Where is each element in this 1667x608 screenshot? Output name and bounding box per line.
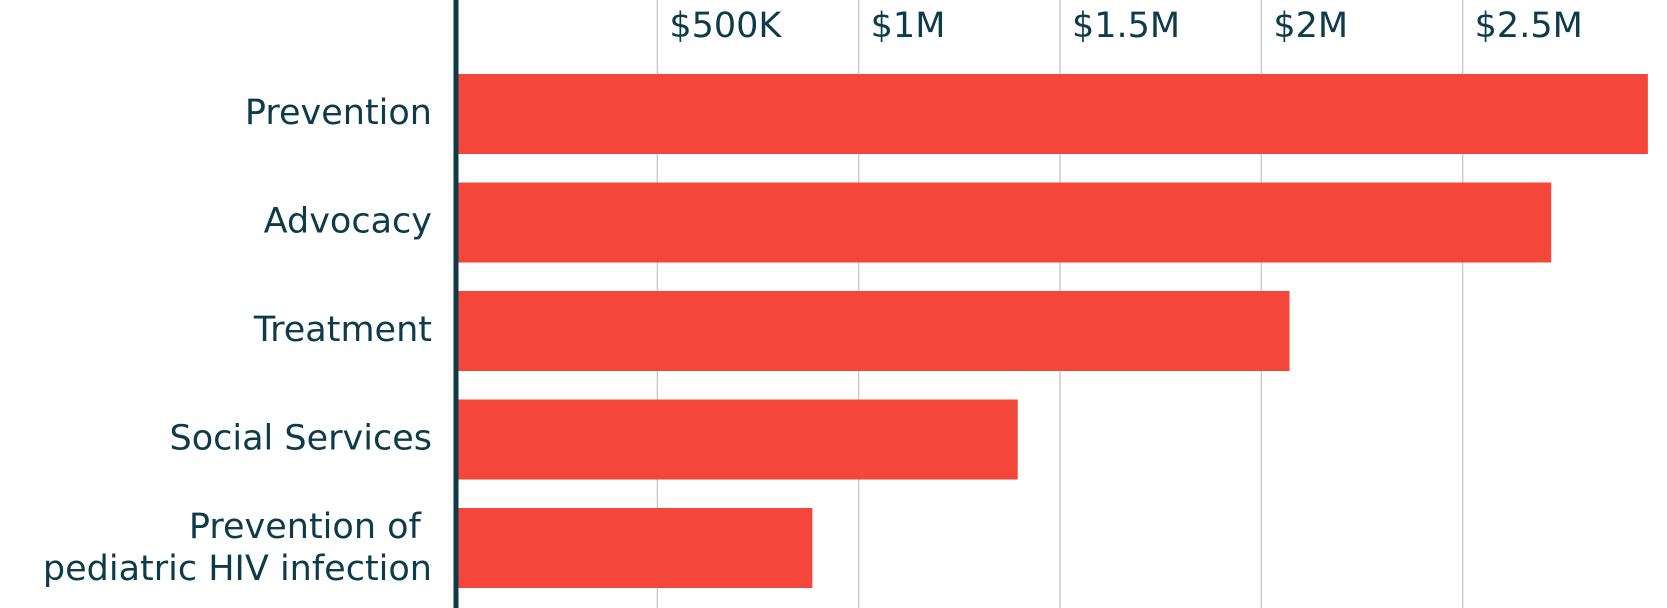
y-tick-label: Prevention <box>245 93 432 133</box>
x-tick-label: $2M <box>1273 6 1348 46</box>
x-tick-label: $2.5M <box>1475 6 1583 46</box>
bar <box>456 508 813 588</box>
y-tick-label: Advocacy <box>264 202 432 242</box>
bar <box>456 399 1018 480</box>
bar <box>456 291 1290 371</box>
x-tick-label: $1M <box>871 6 946 46</box>
x-tick-label: $1.5M <box>1072 6 1180 46</box>
y-tick-label: Treatment <box>253 310 432 350</box>
bar <box>456 182 1552 263</box>
y-tick-label: Social Services <box>170 419 432 459</box>
x-tick-label: $500K <box>669 6 782 46</box>
bar <box>456 74 1648 154</box>
y-tick-label: Prevention of pediatric HIV infection <box>43 507 432 589</box>
